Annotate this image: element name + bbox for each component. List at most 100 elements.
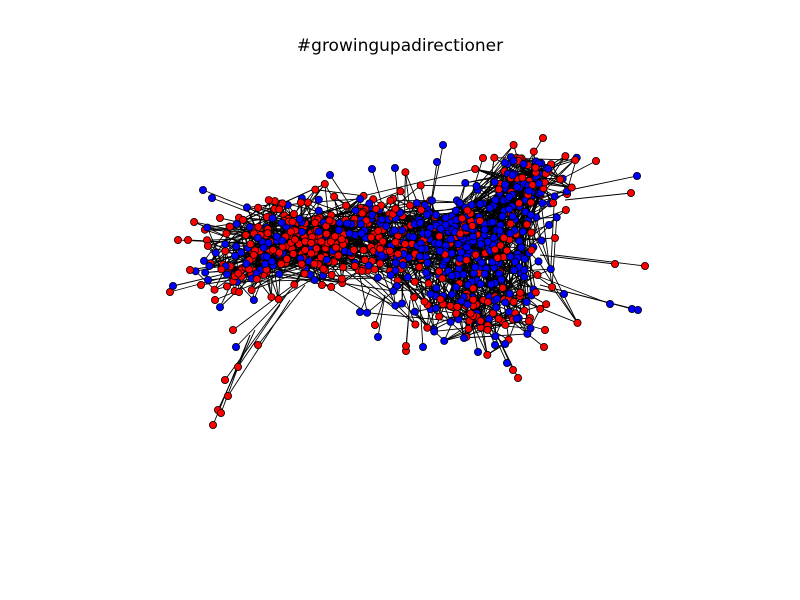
graph-node-blue	[373, 332, 382, 341]
graph-node-blue	[272, 232, 281, 241]
graph-node-blue	[422, 210, 431, 219]
graph-node-red	[540, 342, 549, 351]
graph-node-red	[288, 217, 297, 226]
graph-node-red	[420, 297, 429, 306]
graph-edge	[405, 299, 411, 347]
graph-edge	[232, 279, 301, 331]
graph-node-blue	[230, 251, 239, 260]
graph-edge	[309, 274, 368, 314]
graph-node-blue	[472, 181, 481, 190]
graph-node-red	[327, 270, 336, 279]
graph-node-red	[386, 196, 395, 205]
graph-node-blue	[476, 279, 485, 288]
graph-edge	[435, 275, 440, 309]
graph-edge	[538, 261, 578, 324]
graph-node-blue	[441, 213, 450, 222]
graph-node-red	[331, 243, 340, 252]
graph-edge	[374, 294, 386, 326]
graph-node-blue	[267, 257, 276, 266]
graph-node-red	[350, 261, 359, 270]
graph-node-blue	[242, 203, 251, 212]
graph-node-red	[238, 215, 247, 224]
graph-node-red	[641, 261, 650, 270]
graph-node-red	[264, 196, 273, 205]
graph-edge	[550, 196, 555, 270]
graph-node-blue	[491, 196, 500, 205]
graph-node-red	[221, 247, 230, 256]
graph-node-red	[531, 163, 540, 172]
graph-node-blue	[526, 210, 535, 219]
graph-node-red	[496, 241, 505, 250]
graph-node-blue	[510, 266, 519, 275]
graph-node-blue	[448, 290, 457, 299]
graph-node-blue	[477, 258, 486, 267]
graph-node-red	[339, 263, 348, 272]
graph-node-red	[494, 185, 503, 194]
graph-node-blue	[390, 163, 399, 172]
graph-node-blue	[505, 192, 514, 201]
graph-node-blue	[415, 252, 424, 261]
graph-node-blue	[207, 193, 216, 202]
graph-node-red	[494, 314, 503, 323]
graph-node-red	[471, 250, 480, 259]
graph-edge	[433, 268, 460, 332]
graph-node-blue	[277, 218, 286, 227]
graph-node-blue	[249, 295, 258, 304]
graph-edge	[359, 289, 371, 313]
graph-node-red	[526, 198, 535, 207]
graph-edge	[257, 284, 306, 346]
graph-node-red	[518, 173, 527, 182]
graph-node-red	[233, 362, 242, 371]
graph-node-blue	[403, 273, 412, 282]
graph-edge	[331, 210, 356, 216]
graph-node-blue	[203, 223, 212, 232]
graph-node-blue	[461, 223, 470, 232]
graph-edge	[519, 284, 565, 295]
graph-node-blue	[412, 199, 421, 208]
graph-node-red	[319, 264, 328, 273]
graph-node-red	[376, 259, 385, 268]
graph-node-blue	[506, 252, 515, 261]
graph-node-blue	[314, 227, 323, 236]
graph-node-blue	[343, 219, 352, 228]
graph-node-blue	[422, 268, 431, 277]
graph-node-red	[424, 279, 433, 288]
graph-node-red	[561, 152, 570, 161]
graph-node-red	[396, 187, 405, 196]
graph-edge	[534, 274, 611, 305]
graph-node-blue	[485, 314, 494, 323]
graph-node-red	[173, 235, 182, 244]
graph-node-red	[311, 185, 320, 194]
graph-node-red	[275, 205, 284, 214]
graph-node-blue	[476, 240, 485, 249]
graph-node-blue	[211, 248, 220, 257]
graph-node-blue	[431, 304, 440, 313]
graph-node-red	[371, 204, 380, 213]
graph-node-blue	[500, 158, 509, 167]
graph-node-red	[401, 341, 410, 350]
graph-node-red	[247, 286, 256, 295]
graph-node-blue	[434, 239, 443, 248]
graph-node-red	[501, 320, 510, 329]
graph-node-red	[436, 295, 445, 304]
graph-node-blue	[201, 268, 210, 277]
graph-node-blue	[606, 299, 615, 308]
graph-node-blue	[457, 297, 466, 306]
graph-node-blue	[524, 186, 533, 195]
graph-edge	[211, 197, 291, 229]
graph-node-blue	[491, 332, 500, 341]
graph-edge	[237, 304, 281, 368]
graph-node-blue	[489, 233, 498, 242]
graph-node-blue	[253, 233, 262, 242]
graph-node-blue	[509, 156, 518, 165]
graph-node-red	[556, 175, 565, 184]
graph-node-red	[446, 301, 455, 310]
graph-node-blue	[232, 219, 241, 228]
graph-node-red	[423, 323, 432, 332]
graph-node-blue	[351, 206, 360, 215]
graph-node-blue	[483, 237, 492, 246]
graph-node-red	[471, 164, 480, 173]
graph-node-red	[611, 259, 620, 268]
graph-node-blue	[446, 234, 455, 243]
graph-edge	[419, 304, 424, 348]
